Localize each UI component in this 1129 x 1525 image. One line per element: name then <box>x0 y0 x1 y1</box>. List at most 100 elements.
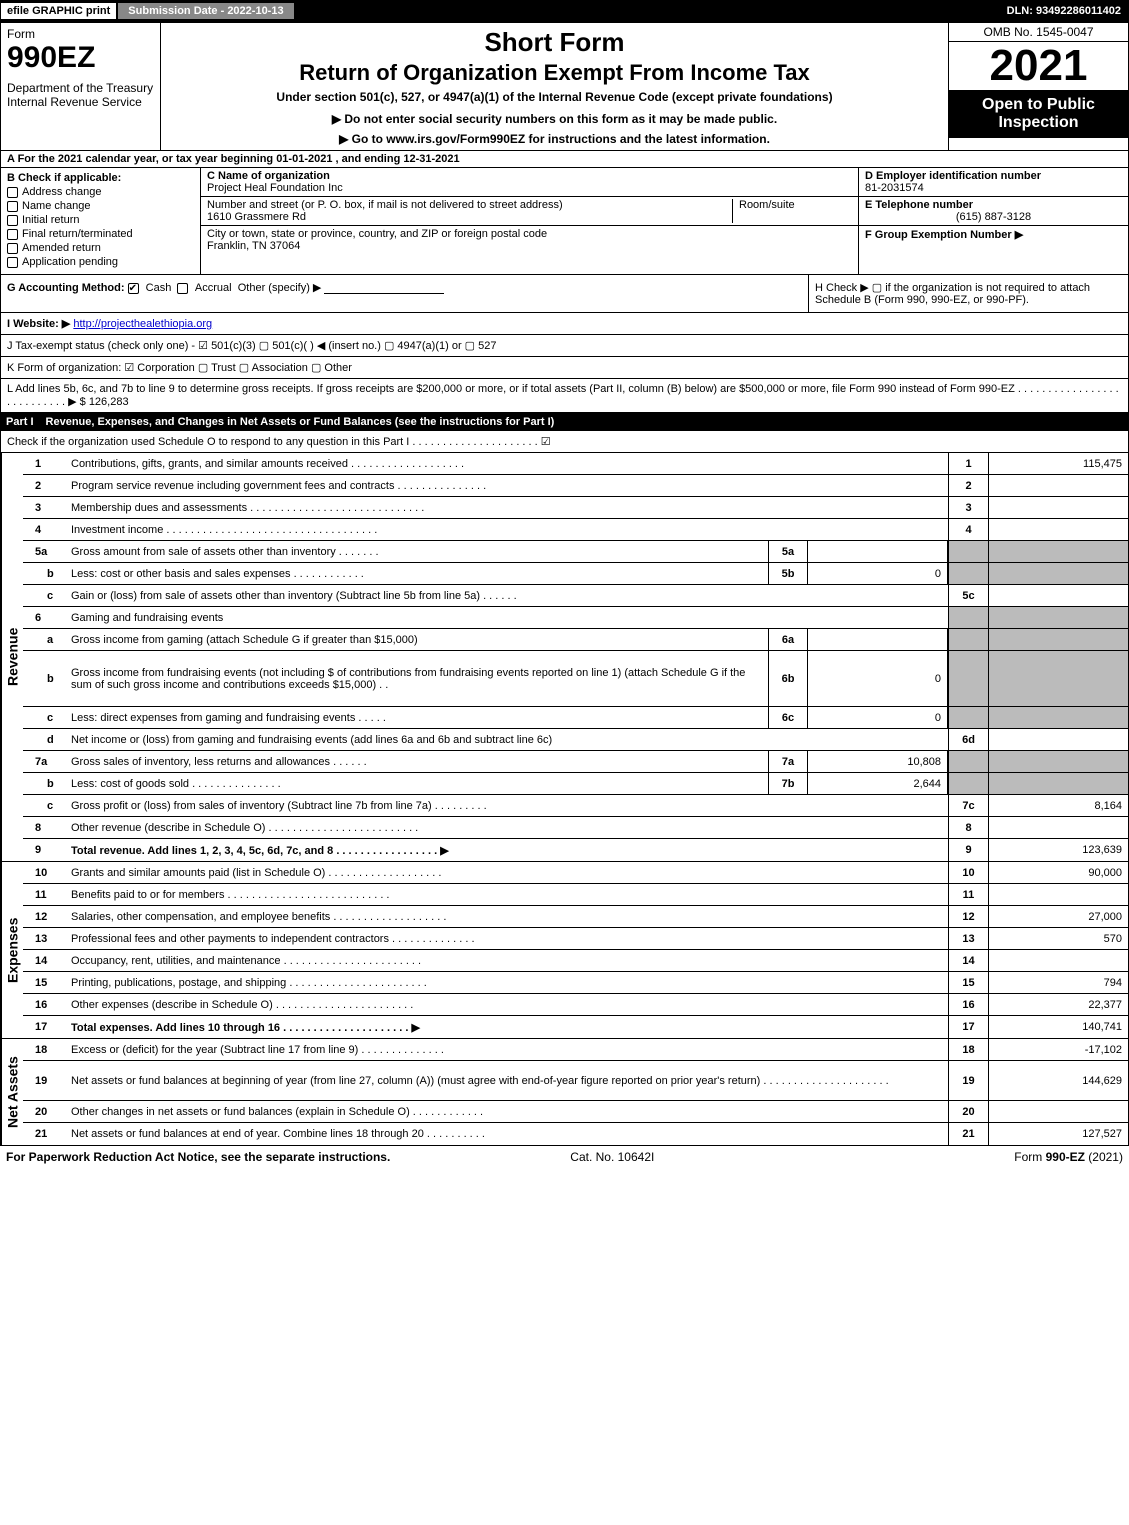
line-6c: c Less: direct expenses from gaming and … <box>23 707 1128 729</box>
chk-accrual[interactable] <box>177 283 188 294</box>
line-11: 11 Benefits paid to or for members . . .… <box>23 884 1128 906</box>
chk-amended[interactable]: Amended return <box>7 242 194 254</box>
line-2: 2 Program service revenue including gove… <box>23 475 1128 497</box>
website-link[interactable]: http://projecthealethiopia.org <box>73 318 212 330</box>
c-name-label: C Name of organization <box>207 170 330 182</box>
footer-left: For Paperwork Reduction Act Notice, see … <box>6 1150 390 1164</box>
line-15: 15 Printing, publications, postage, and … <box>23 972 1128 994</box>
line-3: 3 Membership dues and assessments . . . … <box>23 497 1128 519</box>
org-name: Project Heal Foundation Inc <box>207 182 343 194</box>
chk-final[interactable]: Final return/terminated <box>7 228 194 240</box>
i-label: I Website: ▶ <box>7 318 70 330</box>
expenses-side-label: Expenses <box>1 862 23 1038</box>
form-number: 990EZ <box>7 41 154 75</box>
ssn-note: ▶ Do not enter social security numbers o… <box>169 112 940 126</box>
line-17: 17 Total expenses. Add lines 10 through … <box>23 1016 1128 1038</box>
b-header: B Check if applicable: <box>7 172 194 184</box>
top-bar: efile GRAPHIC print Submission Date - 20… <box>0 0 1129 22</box>
section-k: K Form of organization: ☑ Corporation ▢ … <box>0 357 1129 379</box>
line-9: 9 Total revenue. Add lines 1, 2, 3, 4, 5… <box>23 839 1128 861</box>
section-i: I Website: ▶ http://projecthealethiopia.… <box>0 313 1129 335</box>
expenses-section: Expenses 10 Grants and similar amounts p… <box>0 862 1129 1039</box>
line-6d: d Net income or (loss) from gaming and f… <box>23 729 1128 751</box>
part1-sub: Check if the organization used Schedule … <box>0 431 1129 453</box>
line-5b: b Less: cost or other basis and sales ex… <box>23 563 1128 585</box>
subtitle: Under section 501(c), 527, or 4947(a)(1)… <box>169 90 940 104</box>
revenue-section: Revenue 1 Contributions, gifts, grants, … <box>0 453 1129 862</box>
line-8: 8 Other revenue (describe in Schedule O)… <box>23 817 1128 839</box>
g-cash: Cash <box>146 282 172 294</box>
tel-value: (615) 887-3128 <box>865 211 1122 223</box>
department: Department of the Treasury Internal Reve… <box>7 81 154 109</box>
row-a: A For the 2021 calendar year, or tax yea… <box>0 151 1129 168</box>
room-suite-label: Room/suite <box>732 199 852 223</box>
form-header: Form 990EZ Department of the Treasury In… <box>0 22 1129 151</box>
info-block: B Check if applicable: Address change Na… <box>0 168 1129 275</box>
footer-right: Form 990-EZ (2021) <box>1014 1150 1123 1164</box>
dln: DLN: 93492286011402 <box>999 3 1129 19</box>
line-7c: c Gross profit or (loss) from sales of i… <box>23 795 1128 817</box>
line-7b: b Less: cost of goods sold . . . . . . .… <box>23 773 1128 795</box>
line-5c: c Gain or (loss) from sale of assets oth… <box>23 585 1128 607</box>
line-19: 19 Net assets or fund balances at beginn… <box>23 1061 1128 1101</box>
g-label: G Accounting Method: <box>7 282 125 294</box>
section-g: G Accounting Method: Cash Accrual Other … <box>1 275 808 312</box>
ein-value: 81-2031574 <box>865 182 924 194</box>
chk-name[interactable]: Name change <box>7 200 194 212</box>
netassets-side-label: Net Assets <box>1 1039 23 1145</box>
header-right: OMB No. 1545-0047 2021 Open to Public In… <box>948 23 1128 150</box>
org-city: Franklin, TN 37064 <box>207 240 300 252</box>
gh-block: G Accounting Method: Cash Accrual Other … <box>0 275 1129 313</box>
c-street-label: Number and street (or P. O. box, if mail… <box>207 199 563 211</box>
revenue-side-label: Revenue <box>1 453 23 861</box>
main-title: Return of Organization Exempt From Incom… <box>169 60 940 86</box>
submission-date: Submission Date - 2022-10-13 <box>117 2 294 20</box>
section-b: B Check if applicable: Address change Na… <box>1 168 201 274</box>
line-20: 20 Other changes in net assets or fund b… <box>23 1101 1128 1123</box>
part1-label: Part I <box>6 416 34 428</box>
chk-initial[interactable]: Initial return <box>7 214 194 226</box>
g-other: Other (specify) ▶ <box>238 282 322 294</box>
line-1: 1 Contributions, gifts, grants, and simi… <box>23 453 1128 475</box>
line-6: 6 Gaming and fundraising events <box>23 607 1128 629</box>
line-16: 16 Other expenses (describe in Schedule … <box>23 994 1128 1016</box>
omb-number: OMB No. 1545-0047 <box>949 23 1128 42</box>
footer-cat: Cat. No. 10642I <box>570 1150 654 1164</box>
chk-pending[interactable]: Application pending <box>7 256 194 268</box>
ein-label: D Employer identification number <box>865 170 1041 182</box>
line-21: 21 Net assets or fund balances at end of… <box>23 1123 1128 1145</box>
part1-header: Part I Revenue, Expenses, and Changes in… <box>0 413 1129 431</box>
line-14: 14 Occupancy, rent, utilities, and maint… <box>23 950 1128 972</box>
section-j: J Tax-exempt status (check only one) - ☑… <box>0 335 1129 357</box>
form-word: Form <box>7 27 154 41</box>
line-7a: 7a Gross sales of inventory, less return… <box>23 751 1128 773</box>
line-6a: a Gross income from gaming (attach Sched… <box>23 629 1128 651</box>
efile-label: efile GRAPHIC print <box>0 2 117 20</box>
part1-title: Revenue, Expenses, and Changes in Net As… <box>46 416 555 428</box>
line-6b: b Gross income from fundraising events (… <box>23 651 1128 707</box>
line-18: 18 Excess or (deficit) for the year (Sub… <box>23 1039 1128 1061</box>
chk-cash[interactable] <box>128 283 139 294</box>
chk-address[interactable]: Address change <box>7 186 194 198</box>
line-4: 4 Investment income . . . . . . . . . . … <box>23 519 1128 541</box>
section-c: C Name of organization Project Heal Foun… <box>201 168 858 274</box>
line-13: 13 Professional fees and other payments … <box>23 928 1128 950</box>
open-inspection: Open to Public Inspection <box>949 90 1128 138</box>
group-label: F Group Exemption Number ▶ <box>865 229 1023 241</box>
org-street: 1610 Grassmere Rd <box>207 211 306 223</box>
line-5a: 5a Gross amount from sale of assets othe… <box>23 541 1128 563</box>
line-10: 10 Grants and similar amounts paid (list… <box>23 862 1128 884</box>
section-d: D Employer identification number 81-2031… <box>858 168 1128 274</box>
line-12: 12 Salaries, other compensation, and emp… <box>23 906 1128 928</box>
c-city-label: City or town, state or province, country… <box>207 228 547 240</box>
g-other-line[interactable] <box>324 282 444 294</box>
section-l: L Add lines 5b, 6c, and 7b to line 9 to … <box>0 379 1129 413</box>
footer: For Paperwork Reduction Act Notice, see … <box>0 1146 1129 1168</box>
g-accrual: Accrual <box>195 282 232 294</box>
tel-label: E Telephone number <box>865 199 973 211</box>
section-h: H Check ▶ ▢ if the organization is not r… <box>808 275 1128 312</box>
header-left: Form 990EZ Department of the Treasury In… <box>1 23 161 150</box>
header-mid: Short Form Return of Organization Exempt… <box>161 23 948 150</box>
url-note: ▶ Go to www.irs.gov/Form990EZ for instru… <box>169 132 940 146</box>
tax-year: 2021 <box>949 42 1128 90</box>
